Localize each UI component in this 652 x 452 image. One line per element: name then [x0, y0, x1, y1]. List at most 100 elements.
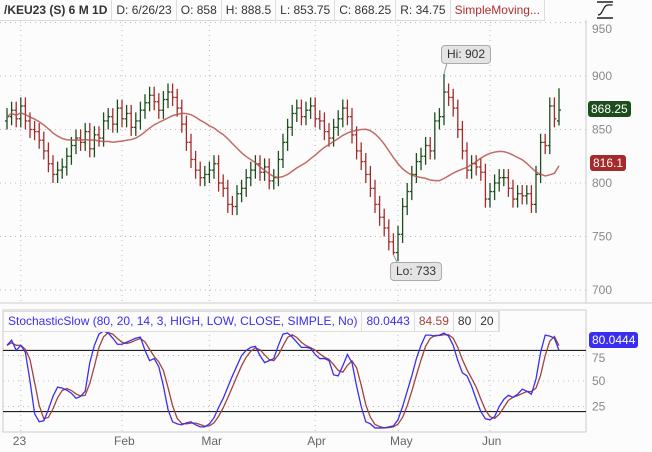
ohlc-bar: [405, 183, 410, 216]
high-value: H: 888.5: [222, 0, 277, 20]
stochastic-d-value: 84.59: [415, 312, 454, 331]
ohlc-bar: [396, 225, 400, 262]
ohlc-bar: [221, 174, 226, 197]
ohlc-bar: [276, 150, 281, 187]
price-axis-label: 750: [592, 230, 612, 244]
price-axis-label: 950: [592, 22, 612, 36]
ohlc-bar: [317, 110, 322, 130]
ohlc-bar: [258, 155, 262, 181]
sma-value-badge: 816.1: [590, 155, 627, 171]
ohlc-bar: [74, 129, 78, 155]
ohlc-bar: [193, 150, 198, 179]
ohlc-bar: [253, 155, 258, 179]
ohlc-bar: [515, 185, 520, 208]
ohlc-bar: [299, 99, 304, 126]
price-axis-label: 700: [592, 283, 612, 297]
ohlc-bar: [179, 99, 184, 133]
ohlc-bar: [524, 185, 529, 205]
stochastic-title[interactable]: StochasticSlow (80, 20, 14, 3, HIGH, LOW…: [4, 312, 363, 331]
ohlc-bar: [152, 86, 157, 111]
ohlc-bar: [166, 83, 170, 109]
ohlc-bar: [124, 104, 129, 128]
ohlc-bar: [340, 99, 345, 128]
ohlc-bar: [460, 120, 465, 160]
ohlc-bar: [543, 133, 548, 155]
ohlc-bar: [248, 161, 253, 187]
sma-study-label[interactable]: SimpleMoving...: [451, 0, 545, 20]
ohlc-bar: [308, 97, 313, 119]
ohlc-bar: [382, 208, 387, 237]
ohlc-bar: [368, 165, 373, 197]
ohlc-bar: [538, 133, 543, 183]
ohlc-bar: [391, 233, 396, 255]
ohlc-bar: [216, 155, 221, 192]
ohlc-bar: [313, 97, 318, 128]
ohlc-bar: [147, 86, 152, 112]
ohlc-bar: [175, 88, 180, 117]
ohlc-bar: [207, 161, 212, 183]
symbol-header: /KEU23 (S) 6 M 1D D: 6/26/23 O: 858 H: 8…: [0, 0, 545, 21]
ohlc-bar: [483, 163, 488, 208]
symbol-label[interactable]: /KEU23 (S) 6 M 1D: [0, 0, 113, 20]
ohlc-bar: [92, 126, 97, 158]
ohlc-bar: [41, 131, 46, 160]
ohlc-bar: [129, 104, 134, 136]
ohlc-bar: [520, 185, 525, 205]
stochastic-header: StochasticSlow (80, 20, 14, 3, HIGH, LOW…: [3, 311, 500, 332]
ohlc-bar: [359, 142, 364, 171]
ohlc-bar: [5, 108, 9, 130]
ohlc-bar: [198, 161, 203, 187]
ohlc-bar: [133, 112, 138, 136]
ohlc-bar: [106, 108, 111, 130]
ohlc-bar: [23, 97, 28, 130]
stochastic-k-value: 80.0443: [362, 312, 415, 331]
ohlc-bar: [115, 99, 120, 133]
ohlc-bar: [294, 99, 299, 123]
ohlc-bar: [336, 110, 341, 136]
ohlc-bar: [64, 147, 69, 176]
sma-line: [6, 112, 560, 182]
last-price-badge: 868.25: [588, 101, 631, 117]
date-axis-label: Feb: [114, 434, 135, 448]
oversold-value: 20: [476, 312, 499, 331]
ohlc-bar: [437, 108, 442, 130]
ohlc-bar: [37, 123, 42, 149]
ohlc-bar: [239, 179, 244, 203]
ohlc-bar: [552, 97, 557, 128]
ohlc-bar: [511, 179, 515, 208]
ohlc-bar: [363, 153, 368, 183]
date-axis-label: May: [390, 434, 413, 448]
ohlc-bar: [354, 126, 359, 160]
date-axis-label: Mar: [201, 434, 223, 448]
ohlc-bar: [322, 112, 327, 141]
ohlc-bar: [225, 179, 230, 213]
ohlc-bar: [281, 133, 285, 169]
ohlc-bar: [202, 165, 207, 187]
ohlc-bar: [423, 136, 428, 165]
open-value: O: 858: [177, 0, 222, 20]
studies-icon[interactable]: [593, 0, 617, 20]
overbought-value: 80: [454, 312, 477, 331]
stochastic-d-line: [6, 331, 560, 429]
ohlc-bar: [557, 88, 561, 126]
ohlc-bar: [547, 97, 552, 155]
ohlc-bar: [212, 155, 216, 179]
ohlc-bar: [138, 101, 143, 130]
ohlc-bar: [69, 136, 74, 165]
price-axis-label: 850: [592, 123, 612, 137]
ohlc-bar: [110, 108, 115, 133]
ohlc-bar: [83, 123, 88, 151]
ohlc-bar: [419, 147, 423, 171]
stochastic-k-line: [6, 330, 560, 429]
date-axis-label: 23: [12, 434, 27, 448]
ohlc-bar: [428, 136, 433, 160]
date-value: D: 6/26/23: [112, 0, 177, 20]
ohlc-bar: [235, 185, 239, 216]
ohlc-bar: [55, 161, 60, 183]
stochastic-pane-frame: [2, 309, 587, 433]
stochastic-axis-label: 25: [592, 400, 606, 414]
date-axis-label: Jun: [482, 434, 502, 448]
ohlc-bar: [432, 112, 437, 160]
ohlc-bar: [120, 99, 124, 128]
